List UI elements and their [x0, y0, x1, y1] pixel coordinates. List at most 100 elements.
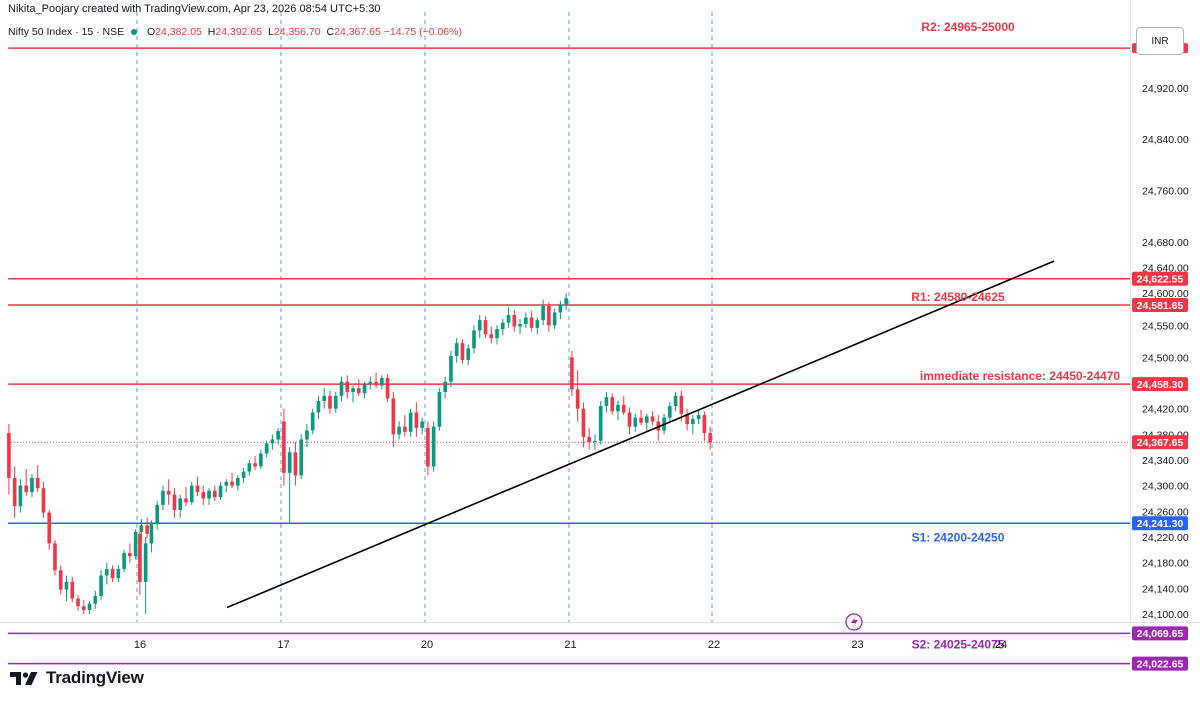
candle[interactable] [472, 325, 476, 354]
candle[interactable] [518, 318, 522, 335]
candle[interactable] [93, 590, 98, 609]
candle[interactable] [506, 307, 511, 328]
candle[interactable] [477, 315, 482, 339]
candle[interactable] [644, 413, 649, 431]
candle[interactable] [276, 427, 280, 445]
candle[interactable] [362, 381, 367, 399]
candle[interactable] [610, 393, 615, 416]
candle[interactable] [128, 543, 132, 563]
candle[interactable] [454, 338, 459, 363]
candle[interactable] [345, 375, 350, 399]
candle[interactable] [133, 529, 138, 560]
candle[interactable] [247, 459, 252, 476]
candle[interactable] [627, 407, 632, 435]
candle[interactable] [616, 400, 620, 421]
candle[interactable] [12, 466, 17, 518]
candle[interactable] [322, 388, 327, 409]
candle[interactable] [189, 481, 194, 505]
candle[interactable] [64, 575, 69, 602]
candle[interactable] [408, 408, 413, 437]
candle[interactable] [81, 599, 86, 614]
candle[interactable] [535, 317, 540, 335]
candle[interactable] [310, 408, 315, 435]
candle[interactable] [489, 326, 494, 344]
candle[interactable] [138, 525, 142, 595]
candle[interactable] [668, 402, 672, 423]
candle[interactable] [397, 421, 401, 440]
candle[interactable] [449, 350, 453, 387]
candle[interactable] [483, 316, 488, 339]
candle[interactable] [391, 391, 396, 448]
candle[interactable] [35, 465, 40, 493]
candle[interactable] [593, 434, 597, 450]
candle[interactable] [99, 570, 103, 600]
candle[interactable] [70, 576, 75, 603]
candle[interactable] [47, 510, 52, 550]
candle[interactable] [437, 388, 442, 431]
candle[interactable] [212, 485, 217, 502]
candle[interactable] [7, 424, 11, 495]
candle[interactable] [316, 395, 321, 419]
candle[interactable] [356, 379, 361, 396]
candle[interactable] [524, 312, 528, 328]
candle[interactable] [368, 376, 373, 390]
candle[interactable] [253, 456, 257, 471]
candle[interactable] [351, 385, 355, 403]
candle[interactable] [466, 344, 471, 366]
tradingview-brand[interactable]: TradingView [10, 668, 144, 688]
candle[interactable] [299, 434, 303, 480]
candle[interactable] [30, 474, 34, 498]
candle[interactable] [172, 488, 177, 518]
candle[interactable] [547, 302, 551, 332]
candle[interactable] [581, 402, 586, 448]
candle[interactable] [333, 391, 338, 413]
candle[interactable] [541, 299, 545, 326]
candle[interactable] [287, 447, 292, 525]
candle[interactable] [241, 467, 246, 484]
candle[interactable] [696, 409, 701, 425]
candle[interactable] [236, 475, 240, 491]
candle[interactable] [639, 409, 643, 426]
candle[interactable] [218, 481, 223, 500]
candle[interactable] [201, 485, 206, 505]
candle[interactable] [155, 501, 159, 530]
candle[interactable] [414, 402, 419, 437]
candle[interactable] [552, 308, 557, 330]
candle[interactable] [282, 408, 286, 486]
candle[interactable] [374, 372, 378, 389]
candle[interactable] [339, 376, 344, 401]
candle[interactable] [166, 479, 171, 505]
candle[interactable] [633, 413, 638, 432]
candle[interactable] [145, 517, 149, 539]
candle[interactable] [230, 472, 234, 489]
candle[interactable] [41, 481, 46, 518]
candle[interactable] [380, 375, 384, 390]
candle[interactable] [443, 376, 447, 399]
candle[interactable] [76, 594, 80, 611]
candle[interactable] [18, 479, 23, 513]
candle[interactable] [24, 468, 28, 496]
symbol-name[interactable]: Nifty 50 Index · 15 · NSE [8, 26, 125, 38]
candle[interactable] [149, 520, 154, 553]
candle[interactable] [431, 421, 436, 472]
candle[interactable] [420, 417, 424, 435]
candle[interactable] [403, 415, 407, 437]
candle[interactable] [293, 442, 298, 486]
candle[interactable] [385, 374, 390, 403]
candle[interactable] [161, 485, 165, 511]
candle[interactable] [575, 370, 580, 422]
candle[interactable] [656, 415, 661, 441]
candle[interactable] [621, 395, 626, 416]
candle[interactable] [184, 486, 188, 507]
candle[interactable] [587, 427, 591, 450]
trendline[interactable] [226, 260, 1055, 609]
candle[interactable] [305, 424, 309, 448]
candle[interactable] [702, 411, 707, 441]
candle[interactable] [87, 601, 92, 614]
candle[interactable] [495, 325, 499, 345]
candle[interactable] [270, 434, 275, 450]
candle[interactable] [224, 479, 229, 493]
candle[interactable] [195, 476, 200, 496]
candle[interactable] [512, 309, 517, 332]
candle[interactable] [650, 411, 655, 426]
